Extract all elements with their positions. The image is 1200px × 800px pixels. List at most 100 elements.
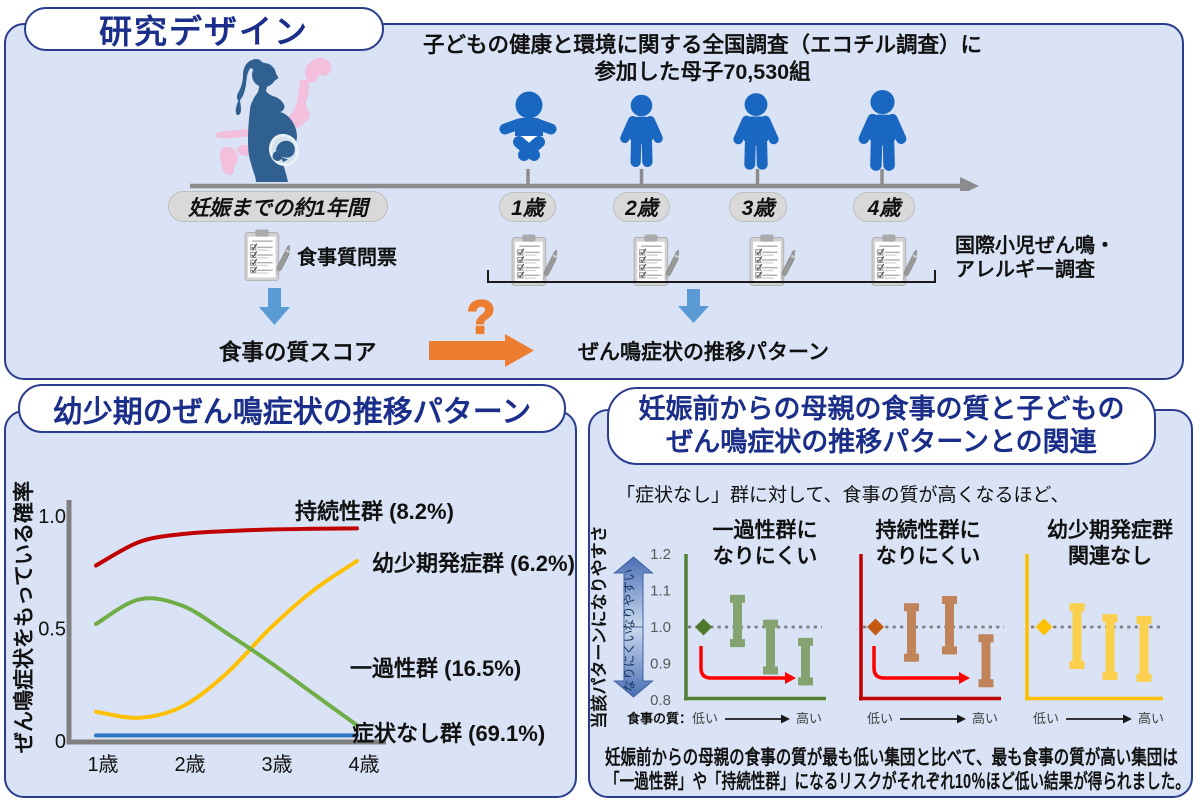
diet-questionnaire-label: 食事質問票	[297, 241, 397, 270]
panel-0-bar-1-bottomcap	[763, 666, 778, 675]
trajectory-xtick-1: 1歳	[87, 753, 118, 776]
panel-1-title-line1: 持続性群に	[876, 518, 981, 542]
panel-1-bar-2-shaft	[981, 634, 991, 688]
timeline-arrowhead-icon	[960, 177, 979, 191]
panel-1-bar-1-shaft	[945, 595, 954, 655]
study-headline-line1: 子どもの健康と環境に関する全国調査（エコチル調査）に	[422, 33, 982, 57]
association-arrow-icon	[429, 334, 534, 367]
wheeze-pattern-label: ぜん鳴症状の推移パターン	[578, 336, 829, 366]
panel-2-diamond	[1035, 618, 1053, 636]
panel-2-bar-0-topcap	[1069, 603, 1085, 612]
panel-1-x-arrowhead	[957, 714, 966, 724]
study-headline: 子どもの健康と環境に関する全国調査（エコチル調査）に 参加した母子70,530組	[410, 32, 995, 85]
panel-1-bar-1-bottomcap	[942, 646, 957, 655]
panel-2-title-line2: 関連なし	[1068, 545, 1152, 568]
trajectory-ytick-0.5: 0.5	[38, 619, 66, 641]
panel-1-diamond	[867, 618, 884, 636]
association-ytick-1.1: 1.1	[650, 583, 671, 600]
association-footnote: 妊娠前からの母親の食事の質が最も低い集団と比べて、最も食事の質が高い集団は 「一…	[605, 746, 1200, 794]
panel-1-bar-0-bottomcap	[904, 653, 919, 662]
association-subtitle: 「症状なし」群に対して、食事の質が高くなるほど、	[616, 480, 1070, 507]
trajectory-title: 幼少期のぜん鳴症状の推移パターン	[52, 395, 532, 429]
panel-1-low-label: 低い	[867, 711, 893, 726]
isaac-survey-line2: アレルギー調査	[955, 258, 1095, 281]
panel-0-bar-1-shaft	[766, 619, 775, 675]
panel-1-bar-0-shaft	[907, 603, 916, 662]
association-footnote-line2: 「一過性群」や「持続性群」になるリスクがそれぞれ10％ほど低い結果が得られました…	[605, 771, 1190, 793]
panel-0-bar-2-bottomcap	[798, 677, 813, 686]
panel-2-bar-1-bottomcap	[1102, 671, 1118, 680]
panel-0-x-arrowhead	[781, 714, 790, 724]
clipboard-group-bracket	[487, 270, 936, 283]
panel-2-bar-0-bottomcap	[1069, 660, 1085, 669]
panel-0-bar-0-topcap	[730, 594, 745, 603]
association-subtitle-text: 「症状なし」群に対して、食事の質が高くなるほど、	[616, 485, 1070, 506]
association-ytick-0.8: 0.8	[650, 692, 671, 709]
panel-0-title-line2: なりにくい	[713, 545, 818, 568]
trajectory-xtick-2: 2歳	[174, 753, 205, 776]
pregnant-woman-japan-illustration	[215, 57, 332, 182]
down-arrow-diet-icon	[259, 288, 290, 325]
panel-2-bar-1-shaft	[1105, 614, 1115, 680]
trajectory-series-label-0: 持続性群 (8.2%)	[295, 499, 454, 524]
age-pill-3: 3歳	[729, 192, 787, 222]
study-design-title: 研究デザイン	[99, 13, 309, 50]
trajectory-y-axis-title: ぜん鳴症状をもっている確率	[12, 481, 36, 753]
question-mark-text: ?	[466, 290, 496, 344]
trajectory-panel	[4, 410, 577, 798]
panel-0-trend-arrow	[699, 646, 785, 680]
panel-1-bar-2-topcap	[978, 634, 994, 643]
direction-arrow-up-label: なりやすい	[623, 569, 637, 632]
panel-0-bar-2-shaft	[801, 637, 810, 686]
panel-0-trend-arrowhead	[785, 672, 796, 684]
panel-1-trend-arrowhead	[959, 672, 970, 684]
panel-2-high-label: 高い	[1138, 711, 1164, 726]
trajectory-ytick-0: 0	[55, 731, 66, 753]
diet-questionnaire-clipboard-icon	[244, 229, 290, 281]
association-y-axis-title: 当該パターンになりやすさ	[589, 525, 609, 728]
age-pill-2: 2歳	[613, 192, 670, 222]
association-ytick-1.2: 1.2	[650, 546, 671, 563]
panel-2-title-line1: 幼少期発症群	[1047, 518, 1173, 542]
panel-1-bar-0-topcap	[904, 603, 919, 612]
down-arrow-wheeze-icon	[678, 289, 709, 323]
diet-score-label: 食事の質スコア	[219, 335, 377, 367]
trajectory-series-line-2	[94, 596, 359, 728]
panel-1-trend-arrow	[872, 646, 959, 680]
age-2-label: 2歳	[625, 197, 658, 220]
child-age3-icon	[729, 92, 783, 170]
panel-1-title-line2: なりにくい	[876, 545, 981, 568]
pre-pregnancy-label: 妊娠までの約1年間	[188, 196, 368, 220]
timeline	[190, 169, 979, 191]
isaac-survey-label: 国際小児ぜん鳴・ アレルギー調査	[955, 235, 1115, 282]
association-footnote-line1: 妊娠前からの母親の食事の質が最も低い集団と比べて、最も食事の質が高い集団は	[605, 747, 1178, 769]
diet-quality-prefix: 食事の質：	[627, 711, 692, 726]
panel-2-bar-2-topcap	[1136, 616, 1152, 625]
panel-2-bar-2-bottomcap	[1136, 673, 1152, 682]
pre-pregnancy-pill: 妊娠までの約1年間	[168, 191, 388, 222]
trajectory-xtick-3: 3歳	[261, 753, 292, 776]
age-pill-4: 4歳	[853, 192, 915, 222]
association-title-line2: ぜん鳴症状の推移パターンとの関連	[666, 427, 1097, 457]
child-age4-icon	[854, 89, 911, 171]
age-1-label: 1歳	[511, 197, 544, 220]
child-age2-icon	[616, 94, 667, 167]
trajectory-series-label-3: 症状なし群 (69.1%)	[352, 721, 545, 746]
association-panel	[588, 409, 1193, 798]
panel-0-high-label: 高い	[796, 711, 822, 726]
association-ytick-1.0: 1.0	[650, 619, 671, 636]
panel-1-bar-1-topcap	[942, 595, 957, 604]
panel-0-bar-0-shaft	[733, 594, 742, 648]
study-headline-line2: 参加した母子70,530組	[594, 59, 811, 84]
age-3-label: 3歳	[741, 197, 775, 220]
baby-age1-icon	[499, 91, 557, 161]
age-4-label: 4歳	[867, 197, 901, 220]
association-title-box: 妊娠前からの母親の食事の質と子どもの ぜん鳴症状の推移パターンとの関連	[607, 387, 1156, 465]
age-pill-1: 1歳	[499, 192, 556, 222]
panel-0-bar-1-topcap	[763, 619, 778, 628]
fetus-in-womb-icon	[269, 133, 299, 167]
panel-1-high-label: 高い	[972, 711, 998, 726]
